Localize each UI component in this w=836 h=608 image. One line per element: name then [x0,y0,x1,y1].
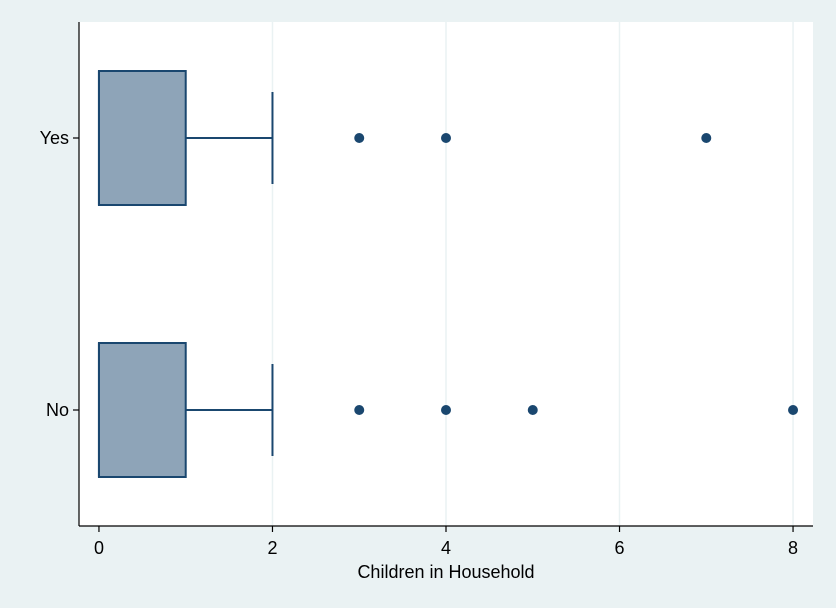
x-tick-label-4: 4 [441,538,451,558]
x-axis-title: Children in Household [357,562,534,582]
outlier-point-no-4 [441,405,451,415]
x-tick-label-0: 0 [94,538,104,558]
box-group-yes [97,70,712,206]
outlier-point-yes-3 [354,133,365,143]
outlier-point-no-3 [354,405,365,415]
box-yes [97,70,187,206]
outlier-point-no-5 [527,405,538,415]
outlier-point-yes-7 [701,133,712,143]
y-category-label-no: No [46,400,69,420]
outlier-point-yes-4 [441,133,451,143]
x-tick-label-6: 6 [615,538,625,558]
boxes [97,70,799,478]
x-tick-label-8: 8 [788,538,798,558]
axes: 0 2 4 6 8 Yes No [40,22,813,558]
y-category-label-yes: Yes [40,128,69,148]
box-no [97,342,187,478]
x-tick-label-2: 2 [267,538,277,558]
box-group-no [97,342,799,478]
outlier-point-no-8 [788,405,799,415]
